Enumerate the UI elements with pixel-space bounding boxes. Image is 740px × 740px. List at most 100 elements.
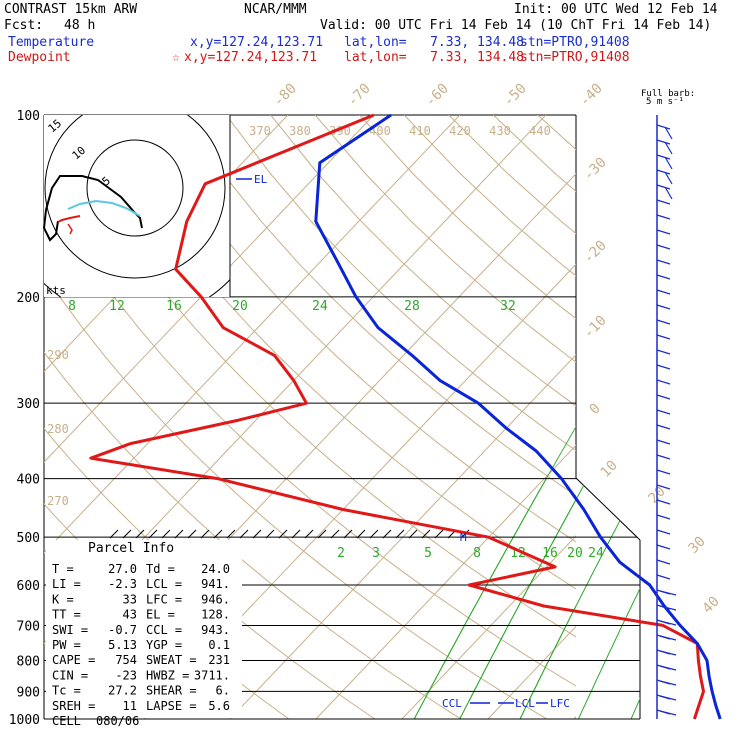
mr-label-200-24: 24 bbox=[312, 299, 328, 314]
wind-barb-stroke bbox=[656, 484, 671, 490]
mixing-ratio-line-24 bbox=[726, 297, 740, 719]
hatch-318 bbox=[317, 529, 327, 539]
hatch-240 bbox=[239, 529, 249, 539]
pressure-label-1000: 1000 bbox=[9, 713, 40, 728]
parcel-value-ccl: 943. bbox=[201, 623, 230, 637]
theta-label-410: 410 bbox=[409, 124, 431, 138]
wind-barb bbox=[656, 424, 671, 430]
wind-barb-stroke bbox=[656, 289, 671, 295]
dew-legend-star-icon: ☆ bbox=[172, 50, 180, 65]
theta-label-430: 430 bbox=[489, 124, 511, 138]
wind-barb-stroke bbox=[656, 154, 671, 160]
hatch-357 bbox=[356, 529, 366, 539]
parcel-value-lfc: 946. bbox=[201, 592, 230, 606]
hatch-422 bbox=[421, 529, 431, 539]
wind-barb-stroke bbox=[656, 349, 671, 355]
parcel-value-pw: 5.13 bbox=[108, 638, 137, 652]
wind-barb bbox=[656, 529, 671, 535]
pressure-labels: 200 300 400 500 600 700 800 900 1000 100 bbox=[9, 109, 40, 728]
wind-barb bbox=[656, 439, 671, 445]
wind-barb bbox=[656, 514, 671, 520]
wind-barb-feather bbox=[659, 590, 677, 596]
mr-label-500-20: 20 bbox=[567, 546, 583, 561]
wind-barb bbox=[656, 214, 671, 220]
hatch-201 bbox=[200, 529, 210, 539]
parcel-label-k: K = bbox=[52, 592, 74, 606]
wind-barb-subtitle: 5 m s⁻¹ bbox=[646, 97, 684, 107]
hatch-370 bbox=[369, 529, 379, 539]
mr-label-200-32: 32 bbox=[500, 299, 516, 314]
isotherm-label-40: 40 bbox=[700, 594, 723, 617]
pressure-label-300: 300 bbox=[17, 397, 40, 412]
wind-barb-stroke bbox=[656, 544, 671, 550]
hodo-trace-cyan bbox=[67, 199, 141, 217]
dry-adiabat-300 bbox=[47, 115, 576, 638]
hatch-149 bbox=[148, 529, 158, 539]
wind-barb bbox=[656, 199, 671, 205]
hatch-331 bbox=[330, 529, 340, 539]
wind-barb bbox=[656, 394, 671, 400]
wind-barb-stroke bbox=[656, 334, 671, 340]
hatch-344 bbox=[343, 529, 353, 539]
wind-barb-column: Full barb: 5 m s⁻¹ bbox=[641, 89, 695, 719]
parcel-value-tc: 27.2 bbox=[108, 684, 137, 698]
wind-barb-stroke bbox=[656, 319, 671, 325]
mixing-ratio-line-upper-3 bbox=[459, 498, 576, 719]
parcel-value-tt: 43 bbox=[123, 608, 137, 622]
wind-barb-stroke bbox=[656, 184, 671, 190]
parcel-value-ygp: 0.1 bbox=[208, 638, 230, 652]
parcel-label-t: T = bbox=[52, 562, 74, 576]
dry-adiabat-280 bbox=[44, 272, 548, 719]
hatch-396 bbox=[395, 529, 405, 539]
parcel-info-title: Parcel Info bbox=[88, 541, 174, 556]
mixing-ratio-line-upper-5 bbox=[519, 604, 576, 719]
hatch-136 bbox=[135, 529, 145, 539]
wind-barb-stroke bbox=[656, 454, 671, 460]
parcel-label-tt: TT = bbox=[52, 608, 81, 622]
isotherm-label--30: -30 bbox=[581, 155, 610, 184]
temp-legend-xy: x,y=127.24,123.71 bbox=[190, 35, 324, 50]
mixing-ratio-line-20 bbox=[701, 297, 740, 719]
isotherm-label--50: -50 bbox=[501, 81, 530, 110]
mixing-ratio-line-8 bbox=[577, 478, 640, 719]
parcel-label-hwbz: HWBZ = bbox=[146, 668, 189, 682]
wind-barb bbox=[656, 379, 671, 385]
wind-barb bbox=[656, 694, 677, 701]
parcel-value-sweat: 231 bbox=[208, 653, 230, 667]
parcel-label-td: Td = bbox=[146, 562, 175, 576]
parcel-value-cape: 754 bbox=[115, 653, 137, 667]
hodo-units: kts bbox=[46, 284, 66, 297]
wind-barb bbox=[656, 679, 677, 686]
wind-barb bbox=[656, 544, 671, 550]
parcel-label-lcl: LCL = bbox=[146, 577, 182, 591]
mixing-ratio-line-upper-24 bbox=[726, 297, 740, 719]
wind-barb-stroke bbox=[656, 439, 671, 445]
isotherm--30 bbox=[229, 354, 576, 719]
theta-label-380: 380 bbox=[289, 124, 311, 138]
theta-label-440: 440 bbox=[529, 124, 551, 138]
isotherm--80 bbox=[44, 115, 375, 463]
temp-legend-stn: stn=PTRO,91408 bbox=[520, 35, 630, 50]
pressure-label-100: 100 bbox=[17, 109, 40, 124]
isotherm-20 bbox=[660, 115, 740, 719]
dry-adiabat-310 bbox=[92, 115, 576, 590]
parcel-value-li: -2.3 bbox=[108, 577, 137, 591]
hatch-383 bbox=[382, 529, 392, 539]
mr-label-200-12: 12 bbox=[109, 299, 125, 314]
isotherm--70 bbox=[44, 115, 461, 554]
mr-label-500-5: 5 bbox=[424, 546, 432, 561]
wind-barb-title: Full barb: bbox=[641, 89, 695, 99]
wind-barb bbox=[656, 604, 677, 611]
mixing-ratio-line-upper-2 bbox=[413, 425, 576, 719]
wind-barb-stroke bbox=[656, 274, 671, 280]
wind-barb-feather bbox=[659, 695, 677, 701]
mr-label-500-8: 8 bbox=[473, 546, 481, 561]
wind-barb-feather bbox=[659, 665, 677, 671]
parcel-label-swi: SWI = bbox=[52, 623, 88, 637]
isotherm-label--40: -40 bbox=[577, 81, 606, 110]
wind-barb-stroke bbox=[656, 469, 671, 475]
wind-barb-feather bbox=[664, 186, 673, 200]
wind-barb-stroke bbox=[656, 514, 671, 520]
mixing-ratio-line-3 bbox=[459, 478, 640, 719]
wind-barb-stroke bbox=[656, 379, 671, 385]
